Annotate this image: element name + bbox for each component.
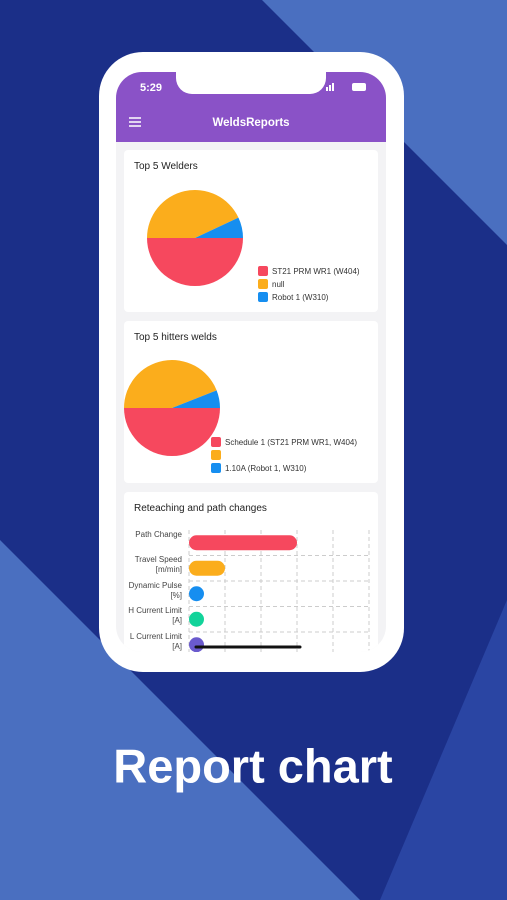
category-label: Dynamic Pulse [%] — [128, 580, 182, 600]
card — [124, 492, 378, 652]
app-title: WeldsReports — [212, 117, 289, 129]
category-label: Path Change — [135, 529, 182, 539]
status-icons — [326, 83, 366, 91]
caption: Report chart — [113, 739, 393, 792]
status-time: 5:29 — [140, 82, 162, 94]
legend-label: ST21 PRM WR1 (W404) — [272, 267, 360, 276]
category-text: Dynamic Pulse [%] — [128, 580, 182, 600]
category-label: H Current Limit [A] — [128, 606, 182, 626]
legend-swatch — [258, 279, 268, 289]
category-label: Travel Speed [m/min] — [134, 555, 182, 575]
pie-slice — [147, 190, 239, 238]
category-text: L Current Limit [A] — [129, 631, 182, 651]
card-title: Top 5 hitters welds — [134, 332, 217, 343]
legend-swatch — [258, 266, 268, 276]
category-text: Travel Speed [m/min] — [134, 555, 182, 575]
menu-button[interactable] — [129, 117, 141, 127]
card-title: Reteaching and path changes — [134, 503, 267, 514]
category-label: L Current Limit [A] — [129, 631, 182, 651]
bar — [189, 611, 204, 627]
notch — [176, 72, 326, 94]
stripe — [380, 600, 507, 900]
legend-swatch — [211, 437, 221, 447]
legend-swatch — [258, 292, 268, 302]
legend-swatch — [211, 450, 221, 460]
pie-slice — [124, 360, 217, 408]
pie-slice — [124, 408, 220, 456]
pie-slice — [147, 238, 243, 286]
category-text: Path Change — [135, 529, 182, 539]
bar — [189, 535, 297, 551]
bar — [189, 560, 225, 576]
pie-slice — [172, 390, 220, 408]
category-text: H Current Limit [A] — [128, 606, 182, 626]
card-title: Top 5 Welders — [134, 161, 198, 172]
bar — [189, 637, 204, 652]
pie-slice — [195, 217, 243, 238]
legend-swatch — [211, 463, 221, 473]
legend-label: Robot 1 (W310) — [272, 293, 329, 302]
legend-label: Schedule 1 (ST21 PRM WR1, W404) — [225, 438, 357, 447]
legend-label: 1.10A (Robot 1, W310) — [225, 464, 307, 473]
stripe — [0, 540, 360, 900]
bar — [189, 586, 204, 602]
legend-label: null — [272, 280, 285, 289]
